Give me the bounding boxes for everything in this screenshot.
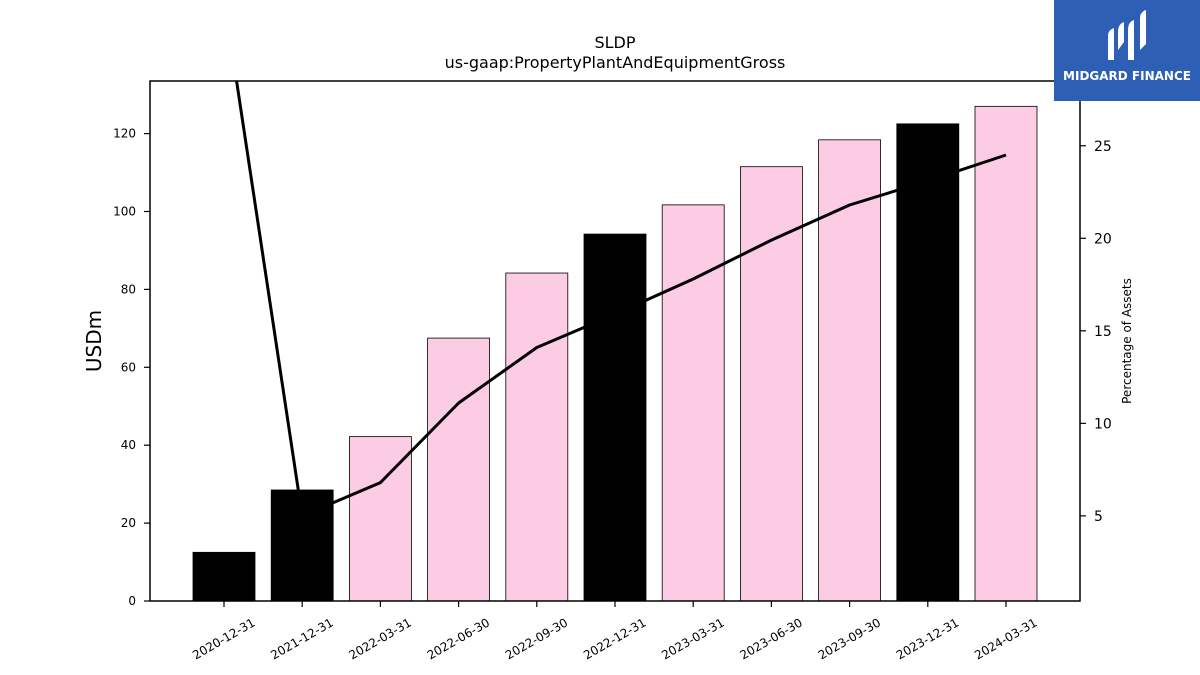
bar-2022-03-31 xyxy=(348,436,412,602)
x-tick-label: 2022-12-31 xyxy=(581,615,648,662)
x-tick-label: 2022-06-30 xyxy=(425,615,492,662)
bar-2022-12-31 xyxy=(583,233,647,602)
bar-2022-06-30 xyxy=(427,337,491,602)
bar-2022-09-30 xyxy=(505,272,569,602)
y-tick-label: 120 xyxy=(113,127,136,141)
midgard-logo-icon xyxy=(1108,10,1146,60)
y-axis-label: USDm xyxy=(82,310,106,372)
y-tick-label: 20 xyxy=(121,516,136,530)
y-tick-label: 60 xyxy=(121,360,136,374)
y-tick-label: 40 xyxy=(121,438,136,452)
y2-tick-label: 5 xyxy=(1094,509,1103,525)
x-tick-label: 2022-09-30 xyxy=(503,615,570,662)
x-tick-label: 2023-03-31 xyxy=(659,615,726,662)
bar-2023-09-30 xyxy=(818,139,881,602)
x-axis: 2020-12-31 2021-12-31 2022-03-31 2022-06-30… xyxy=(190,601,1040,662)
x-tick-label: 2020-12-31 xyxy=(190,615,257,662)
bar-2023-12-31 xyxy=(896,123,960,602)
y2-tick-label: 25 xyxy=(1094,139,1112,155)
y2-tick-label: 15 xyxy=(1094,324,1112,340)
y-tick-label: 80 xyxy=(121,282,136,296)
line-layer xyxy=(235,81,1007,518)
brand-name: MIDGARD FINANCE xyxy=(1063,69,1191,83)
chart-subtitle: us-gaap:PropertyPlantAndEquipmentGross xyxy=(445,53,786,72)
brand-logo: MIDGARD FINANCE xyxy=(1054,0,1200,101)
x-tick-label: 2023-12-31 xyxy=(894,615,961,662)
y-axis-right: 5 10 15 20 25 xyxy=(1080,139,1112,525)
bar-2023-03-31 xyxy=(661,204,725,602)
bar-2020-12-31 xyxy=(192,551,256,602)
chart-title: SLDP xyxy=(594,33,635,52)
y2-axis-label: Percentage of Assets xyxy=(1120,278,1134,404)
y2-tick-label: 10 xyxy=(1094,416,1112,432)
x-tick-label: 2022-03-31 xyxy=(346,615,413,662)
percentage-line xyxy=(235,81,1007,518)
y-tick-label: 0 xyxy=(128,594,136,608)
y-axis-left: 0 20 40 60 80 100 120 xyxy=(113,127,150,608)
bar-2024-03-31 xyxy=(974,105,1038,602)
x-tick-label: 2023-09-30 xyxy=(816,615,883,662)
x-tick-label: 2023-06-30 xyxy=(737,615,804,662)
x-tick-label: 2024-03-31 xyxy=(972,615,1039,662)
x-tick-label: 2021-12-31 xyxy=(268,615,335,662)
y2-tick-label: 20 xyxy=(1094,231,1112,247)
bars-layer xyxy=(192,105,1038,602)
y-tick-label: 100 xyxy=(113,204,136,218)
